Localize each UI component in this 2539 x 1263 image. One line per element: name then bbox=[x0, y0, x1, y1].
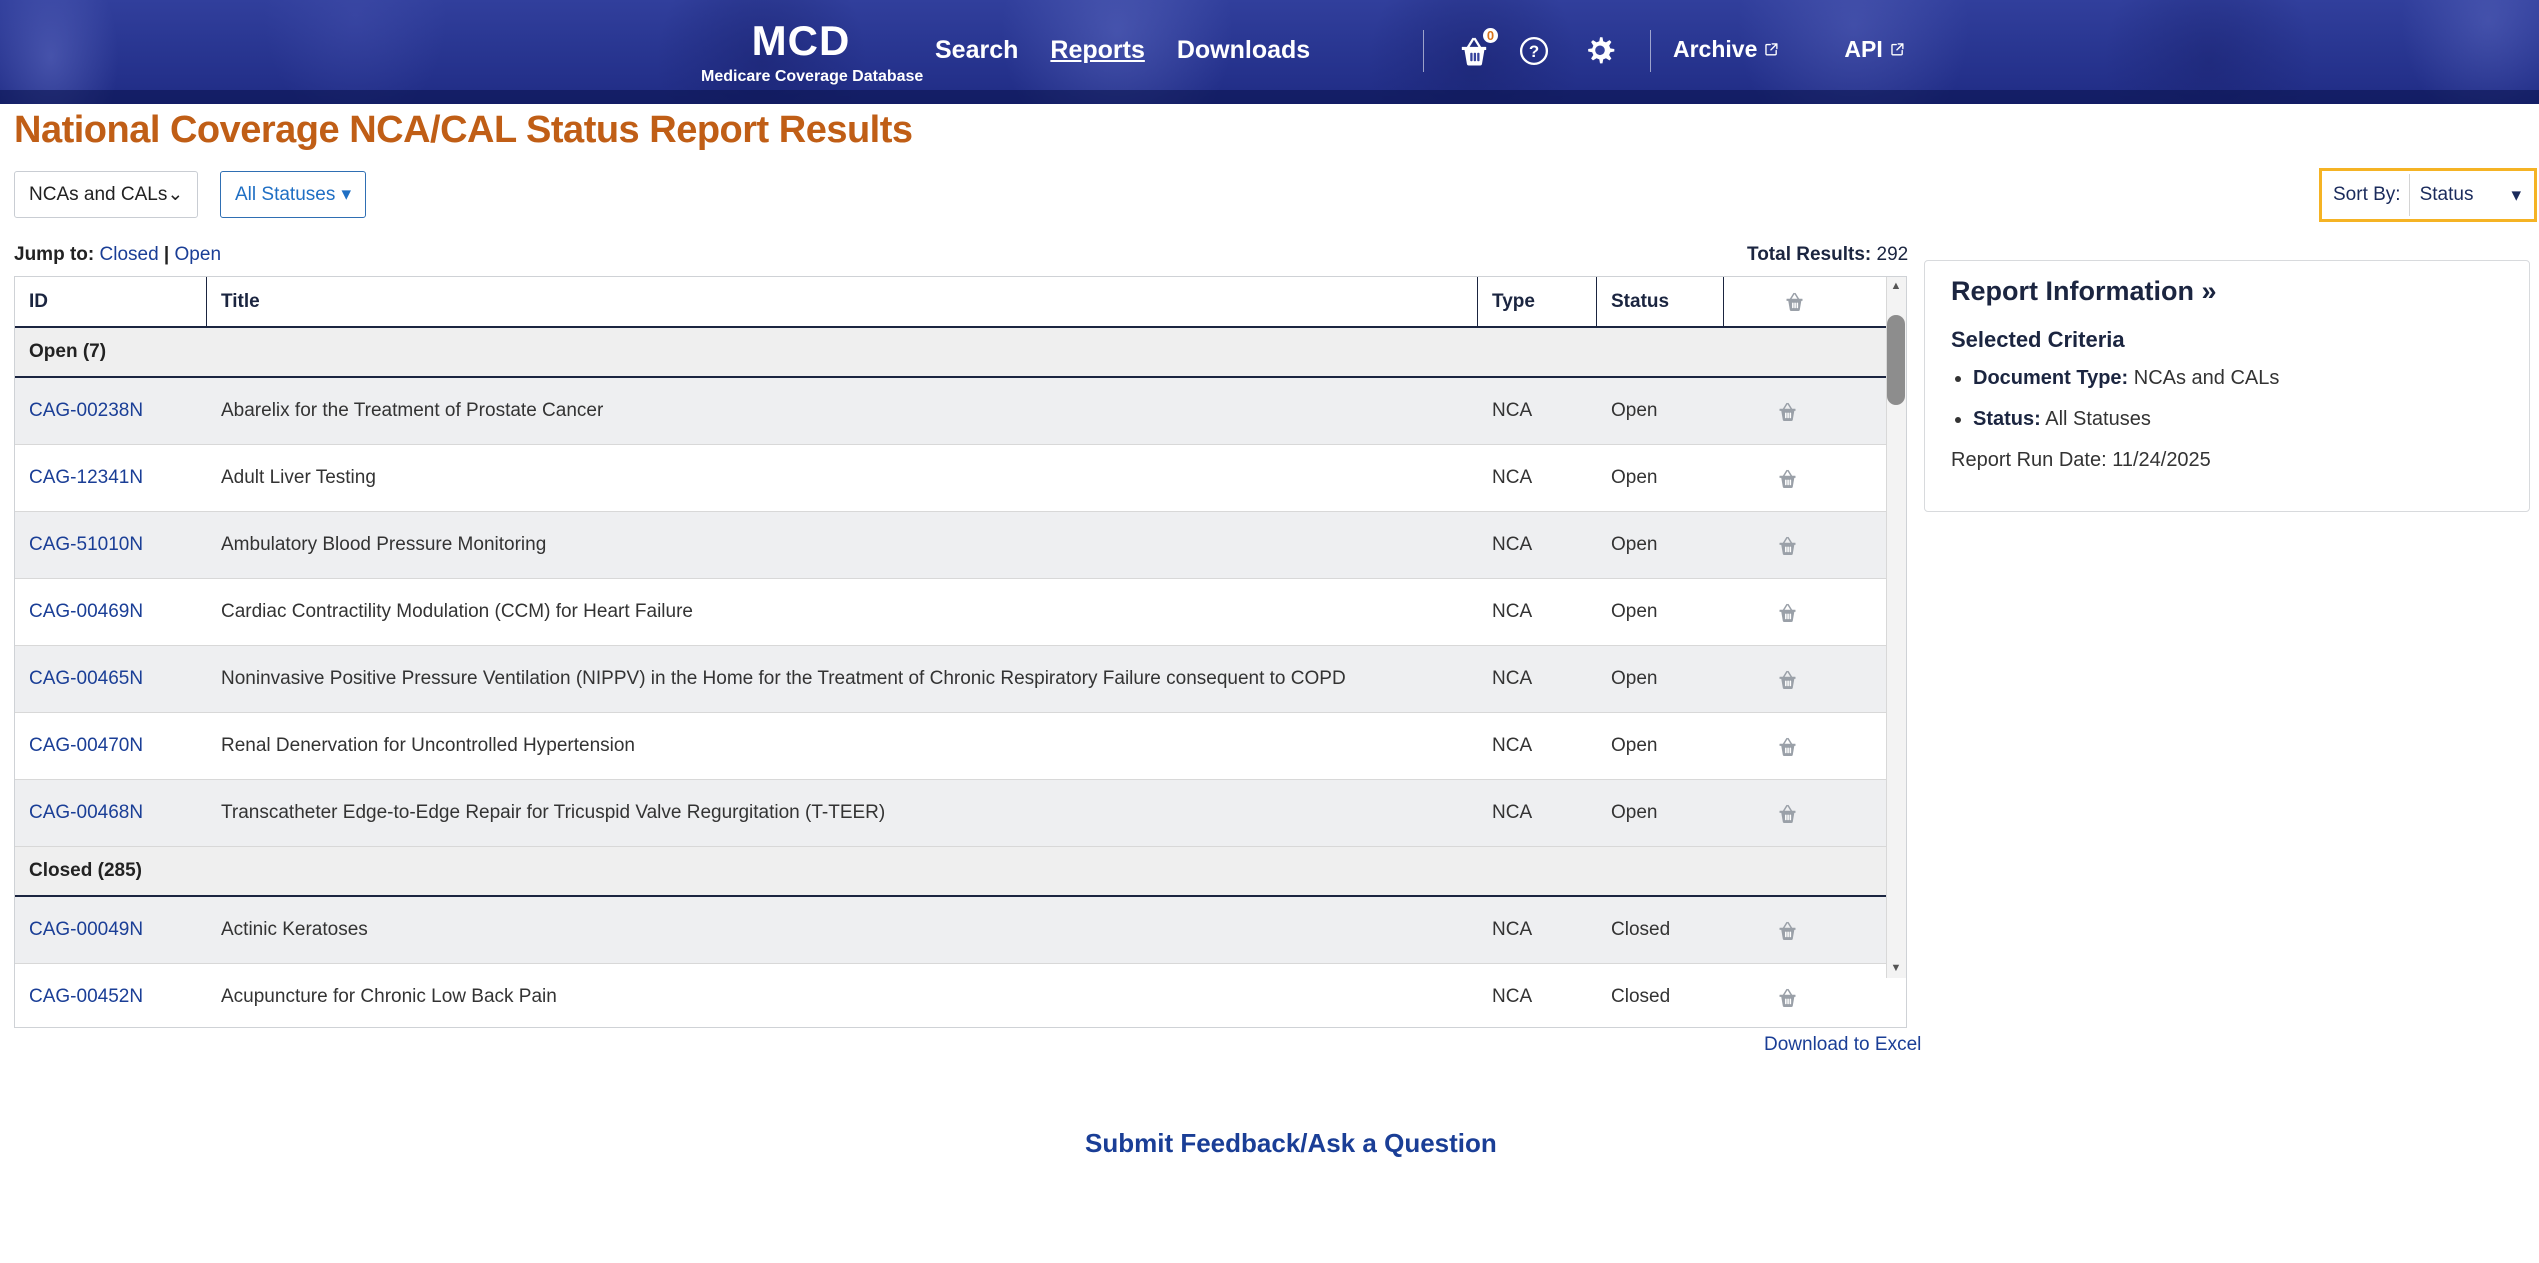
svg-text:?: ? bbox=[1529, 42, 1539, 61]
